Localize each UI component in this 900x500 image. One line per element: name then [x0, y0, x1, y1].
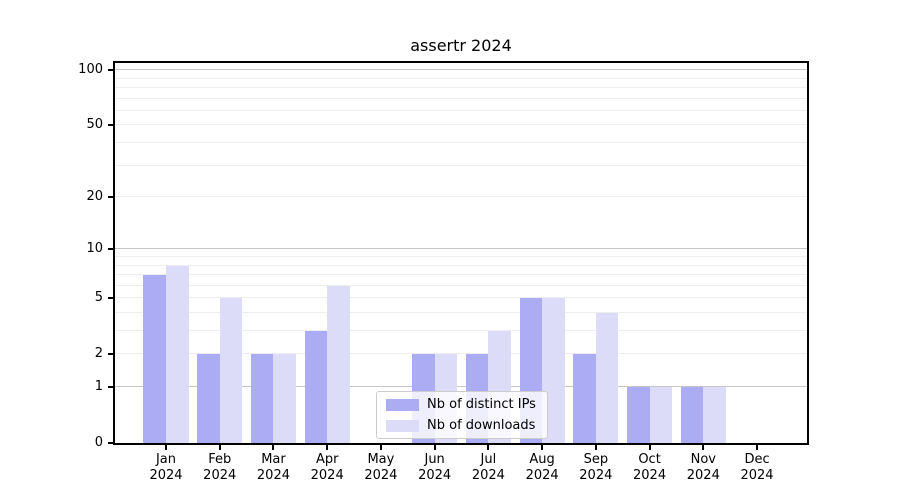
x-tick-label-nov: Nov 2024: [686, 452, 720, 483]
x-tick-mark-apr: [326, 445, 329, 450]
bar-distinct-ips-sep: [573, 354, 596, 443]
major-gridline-1: [115, 386, 807, 388]
bar-distinct-ips-jan: [143, 275, 166, 443]
bar-downloads-apr: [327, 285, 350, 443]
bar-distinct-ips-nov: [680, 387, 704, 443]
x-tick-mark-aug: [541, 445, 544, 450]
legend: Nb of distinct IPs Nb of downloads: [376, 391, 548, 439]
minor-gridline-8: [115, 264, 807, 266]
legend-swatch-distinct-ips: [386, 398, 419, 411]
minor-gridline-50: [115, 124, 807, 126]
minor-gridline-9: [115, 256, 807, 257]
bar-downloads-sep: [595, 313, 619, 443]
x-tick-label-aug: Aug 2024: [525, 452, 559, 483]
y-tick-mark-10: [108, 248, 113, 251]
y-tick-label-10: 10: [86, 241, 103, 257]
x-tick-mark-oct: [648, 445, 651, 450]
y-tick-mark-5: [108, 297, 113, 300]
bar-downloads-mar: [273, 354, 297, 443]
y-tick-label-2: 2: [94, 346, 103, 362]
bar-downloads-oct: [649, 387, 673, 443]
y-tick-label-5: 5: [94, 290, 103, 306]
x-tick-label-jan: Jan 2024: [149, 452, 183, 483]
x-tick-mark-mar: [272, 445, 275, 450]
x-tick-label-oct: Oct 2024: [633, 452, 667, 483]
x-tick-mark-dec: [756, 445, 759, 450]
minor-gridline-2: [115, 353, 807, 355]
bar-distinct-ips-mar: [250, 354, 274, 443]
chart-title: assertr 2024: [410, 36, 512, 55]
major-gridline-100: [115, 69, 807, 71]
y-tick-label-50: 50: [86, 117, 103, 133]
y-tick-mark-2: [108, 353, 113, 356]
x-tick-mark-jan: [165, 445, 167, 450]
x-tick-mark-feb: [218, 445, 221, 450]
minor-gridline-40: [115, 142, 807, 144]
y-tick-mark-50: [108, 124, 113, 127]
y-tick-label-20: 20: [86, 189, 103, 205]
legend-label-distinct-ips: Nb of distinct IPs: [427, 397, 536, 412]
bar-distinct-ips-feb: [197, 354, 220, 443]
grid-layer: [115, 63, 807, 443]
minor-gridline-80: [115, 87, 807, 89]
x-tick-mark-may: [379, 445, 382, 450]
bar-distinct-ips-apr: [304, 331, 328, 443]
y-tick-label-1: 1: [94, 379, 103, 394]
plot-area: Nb of distinct IPs Nb of downloads: [113, 61, 809, 445]
minor-gridline-4: [115, 312, 807, 313]
y-tick-label-0: 0: [94, 435, 103, 450]
legend-item-downloads: Nb of downloads: [386, 417, 538, 435]
y-tick-mark-100: [108, 69, 113, 72]
x-tick-label-may: May 2024: [364, 452, 398, 483]
minor-gridline-3: [115, 330, 807, 332]
x-tick-mark-jun: [433, 445, 436, 450]
minor-gridline-90: [115, 77, 807, 79]
y-tick-mark-0: [108, 442, 113, 444]
x-tick-label-jul: Jul 2024: [471, 452, 505, 483]
minor-gridline-6: [115, 284, 807, 286]
minor-gridline-5: [115, 297, 807, 299]
bar-downloads-feb: [219, 298, 243, 443]
x-tick-mark-sep: [594, 445, 597, 450]
bar-distinct-ips-oct: [626, 387, 650, 443]
y-tick-mark-1: [108, 386, 113, 388]
x-tick-label-mar: Mar 2024: [256, 452, 290, 483]
minor-gridline-60: [115, 109, 807, 111]
y-tick-mark-20: [108, 196, 113, 199]
legend-item-distinct-ips: Nb of distinct IPs: [386, 396, 538, 414]
legend-swatch-downloads: [386, 419, 419, 432]
major-gridline-10: [115, 248, 807, 250]
minor-gridline-7: [115, 274, 807, 276]
bar-downloads-nov: [703, 387, 726, 443]
x-tick-label-jun: Jun 2024: [418, 452, 452, 483]
minor-gridline-30: [115, 164, 807, 166]
x-tick-label-feb: Feb 2024: [203, 452, 237, 483]
x-tick-label-sep: Sep 2024: [579, 452, 613, 483]
minor-gridline-20: [115, 196, 807, 198]
minor-gridline-70: [115, 97, 807, 99]
legend-label-downloads: Nb of downloads: [427, 418, 536, 433]
x-tick-label-apr: Apr 2024: [310, 452, 344, 483]
y-tick-label-100: 100: [78, 62, 103, 78]
x-tick-mark-nov: [702, 445, 705, 450]
x-tick-label-dec: Dec 2024: [740, 452, 774, 483]
x-tick-mark-jul: [487, 445, 490, 450]
bars-layer: [115, 63, 807, 443]
bar-downloads-jan: [166, 265, 189, 443]
